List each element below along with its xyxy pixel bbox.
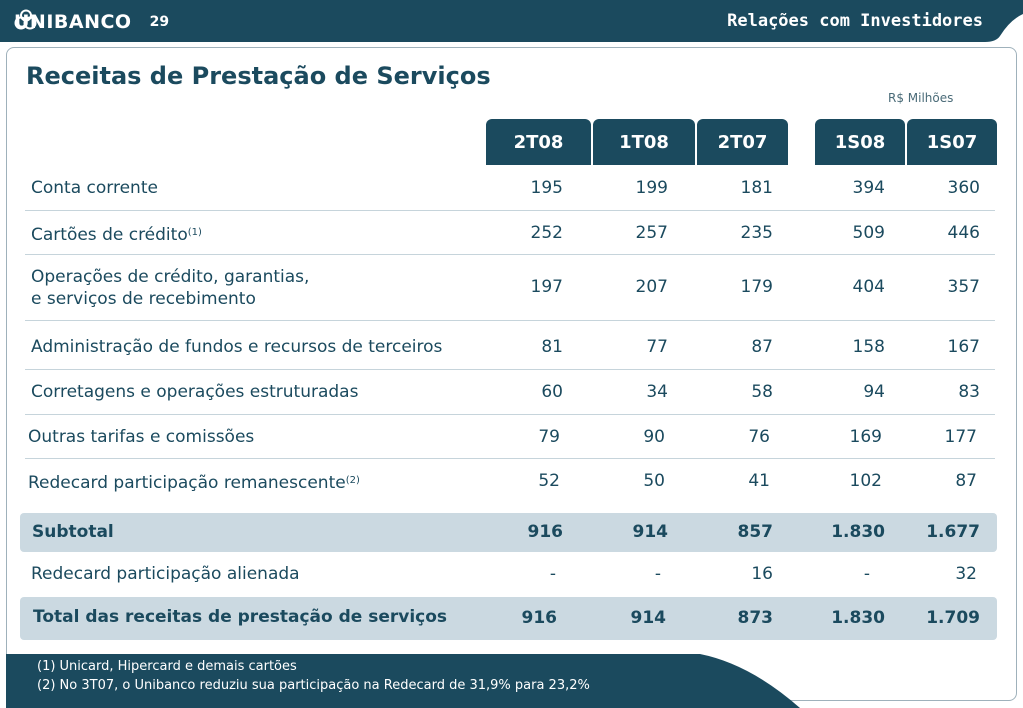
brand: UNIBANCO 29 xyxy=(14,9,169,35)
table-cell: 52 xyxy=(538,471,560,491)
table-cell: 360 xyxy=(947,178,980,198)
table-cell: 41 xyxy=(748,471,770,491)
table-cell: 1.709 xyxy=(926,608,980,628)
page-number: 29 xyxy=(149,14,170,30)
table-cell: - xyxy=(654,564,661,584)
table-cell: 32 xyxy=(955,564,977,584)
table-cell: 87 xyxy=(955,471,977,491)
table-cell: 197 xyxy=(530,277,563,297)
row-divider xyxy=(25,458,995,459)
column-header-1s07: 1S07 xyxy=(907,119,997,165)
row-label-cartoes-de-credito: Cartões de crédito(1) xyxy=(31,225,202,245)
row-label-redecard-alienada: Redecard participação alienada xyxy=(31,564,300,584)
footnote-1: (1) Unicard, Hipercard e demais cartões xyxy=(37,659,297,674)
table-cell: 394 xyxy=(852,178,885,198)
footer-bar: (1) Unicard, Hipercard e demais cartões … xyxy=(0,654,1023,708)
table-cell: 167 xyxy=(947,337,980,357)
table-cell: 102 xyxy=(849,471,882,491)
row-label-total: Total das receitas de prestação de servi… xyxy=(33,607,448,627)
top-header-bar: UNIBANCO 29 Relações com Investidores xyxy=(0,0,1023,44)
table-cell: 177 xyxy=(944,427,977,447)
table-cell: 357 xyxy=(947,277,980,297)
table-cell: 857 xyxy=(737,522,774,542)
row-label-subtotal: Subtotal xyxy=(32,522,114,542)
table-cell: 199 xyxy=(635,178,668,198)
table-cell: 404 xyxy=(852,277,885,297)
table-cell: 207 xyxy=(635,277,668,297)
table-cell: 77 xyxy=(646,337,668,357)
table-cell: 914 xyxy=(632,522,669,542)
table-cell: 16 xyxy=(751,564,773,584)
table-cell: 58 xyxy=(751,382,773,402)
table-cell: 87 xyxy=(751,337,773,357)
table-cell: 1.830 xyxy=(831,522,885,542)
footnote-2: (2) No 3T07, o Unibanco reduziu sua part… xyxy=(37,678,590,693)
table-cell: 916 xyxy=(527,522,564,542)
row-label-conta-corrente: Conta corrente xyxy=(31,178,158,198)
column-header-1s08: 1S08 xyxy=(815,119,905,165)
total-band xyxy=(20,597,997,640)
row-divider xyxy=(25,210,995,211)
table-cell: 60 xyxy=(541,382,563,402)
table-cell: 169 xyxy=(849,427,882,447)
header-background xyxy=(0,0,1023,44)
brand-name: UNIBANCO xyxy=(14,11,132,33)
table-cell: 252 xyxy=(530,223,563,243)
section-title: Relações com Investidores xyxy=(727,11,983,31)
table-cell: 76 xyxy=(748,427,770,447)
table-cell: 235 xyxy=(740,223,773,243)
column-header-2t08: 2T08 xyxy=(486,119,591,165)
table-cell: 914 xyxy=(630,608,667,628)
table-cell: 181 xyxy=(740,178,773,198)
row-label-redecard-remanescente: Redecard participação remanescente(2) xyxy=(28,473,360,493)
table-cell: 195 xyxy=(530,178,563,198)
table-cell: 90 xyxy=(643,427,665,447)
row-divider xyxy=(25,320,995,321)
table-cell: 79 xyxy=(538,427,560,447)
table-cell: 446 xyxy=(947,223,980,243)
table-cell: 916 xyxy=(521,608,558,628)
table-cell: 257 xyxy=(635,223,668,243)
table-cell: 873 xyxy=(737,608,774,628)
table-cell: 1.677 xyxy=(926,522,980,542)
row-divider xyxy=(25,369,995,370)
table-cell: 158 xyxy=(852,337,885,357)
subtotal-band xyxy=(20,513,997,552)
table-cell: 1.830 xyxy=(831,608,885,628)
footer-background xyxy=(6,654,800,708)
row-label-operacoes-de-credito: Operações de crédito, garantias, e servi… xyxy=(31,267,310,309)
row-label-corretagens: Corretagens e operações estruturadas xyxy=(31,382,359,402)
table-cell: 179 xyxy=(740,277,773,297)
table-cell: 94 xyxy=(863,382,885,402)
unit-label: R$ Milhões xyxy=(888,91,954,105)
table-cell: 34 xyxy=(646,382,668,402)
row-divider xyxy=(25,254,995,255)
table-cell: - xyxy=(549,564,556,584)
row-label-administracao-de-fundos: Administração de fundos e recursos de te… xyxy=(31,337,443,357)
row-divider xyxy=(25,414,995,415)
table-cell: 83 xyxy=(958,382,980,402)
column-header-2t07: 2T07 xyxy=(697,119,788,165)
row-label-outras-tarifas: Outras tarifas e comissões xyxy=(28,427,255,447)
table-cell: - xyxy=(863,564,870,584)
column-header-1t08: 1T08 xyxy=(593,119,695,165)
table-cell: 50 xyxy=(643,471,665,491)
unibanco-logo-icon xyxy=(14,9,37,30)
table-cell: 81 xyxy=(541,337,563,357)
page-title: Receitas de Prestação de Serviços xyxy=(26,62,491,90)
table-cell: 509 xyxy=(852,223,885,243)
